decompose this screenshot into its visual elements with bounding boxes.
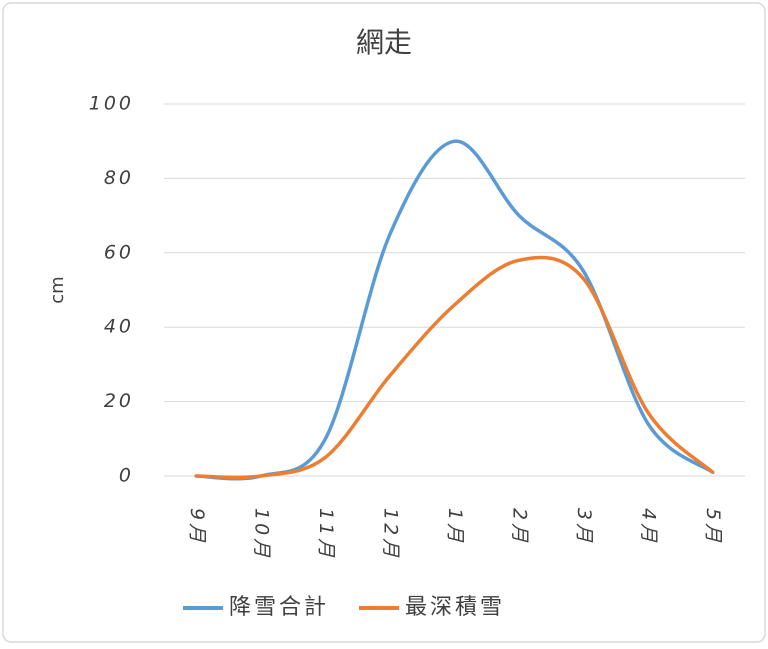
y-tick-label: 100 — [89, 93, 134, 115]
line-series — [194, 139, 715, 481]
x-tick-label: 11月 — [315, 508, 337, 560]
x-tick-label: 10月 — [250, 508, 272, 560]
y-tick-label: 20 — [104, 390, 134, 412]
y-tick-label: 80 — [104, 167, 134, 189]
y-axis-label: cm — [47, 276, 68, 303]
x-tick-label: 4月 — [638, 508, 660, 545]
y-tick-label: 60 — [104, 241, 134, 263]
chart-title: 網走 — [356, 26, 412, 59]
x-tick-label: 9月 — [186, 508, 208, 545]
x-tick-label: 12月 — [379, 508, 401, 560]
line-series — [194, 255, 715, 480]
y-tick-label: 40 — [104, 316, 134, 338]
legend-label: 降雪合計 — [229, 595, 329, 620]
x-tick-label: 2月 — [509, 508, 531, 545]
legend-label: 最深積雪 — [405, 595, 505, 620]
y-tick-label: 0 — [119, 465, 134, 487]
x-tick-label: 1月 — [444, 508, 466, 545]
x-tick-label: 3月 — [573, 508, 595, 545]
x-tick-label: 5月 — [702, 508, 724, 545]
